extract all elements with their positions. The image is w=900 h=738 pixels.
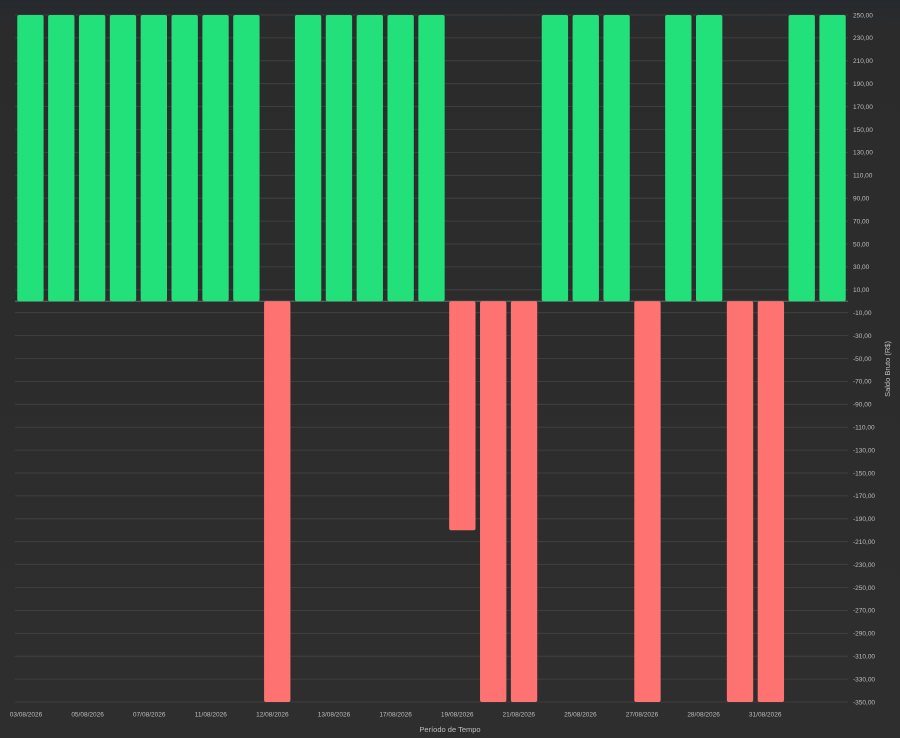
y-tick-label: -130,00 — [853, 447, 875, 454]
bar[interactable] — [634, 301, 661, 702]
bar[interactable] — [510, 301, 538, 702]
y-tick-label: -70,00 — [853, 379, 872, 386]
y-tick-label: 110,00 — [853, 173, 873, 180]
y-tick-label: -170,00 — [853, 493, 875, 500]
y-axis-title: Saldo Bruto (R$) — [883, 341, 892, 397]
x-tick-label: 25/08/2026 — [564, 712, 597, 719]
y-tick-label: -10,00 — [853, 310, 872, 317]
bar[interactable] — [665, 15, 692, 302]
y-tick-label: 70,00 — [853, 218, 870, 225]
y-tick-label: -190,00 — [853, 516, 875, 523]
bar[interactable] — [541, 15, 569, 302]
y-tick-label: -310,00 — [853, 654, 875, 661]
bar[interactable] — [726, 301, 754, 702]
y-tick-label: -50,00 — [853, 356, 872, 363]
x-tick-label: 28/08/2026 — [687, 712, 720, 719]
x-axis-title: Período de Tempo — [419, 725, 480, 734]
y-tick-label: -230,00 — [853, 562, 875, 569]
x-axis-ticks: 03/08/2026 05/08/2026 07/08/2026 11/08/2026… — [10, 712, 782, 719]
x-tick-label: 21/08/2026 — [503, 712, 536, 719]
bar[interactable] — [48, 15, 75, 302]
bar[interactable] — [356, 15, 383, 302]
x-tick-label: 31/08/2026 — [749, 712, 782, 719]
x-tick-label: 19/08/2026 — [441, 712, 474, 719]
x-tick-label: 11/08/2026 — [195, 712, 227, 719]
y-tick-label: -350,00 — [853, 699, 875, 706]
bar[interactable] — [695, 15, 723, 302]
y-tick-label: -150,00 — [853, 470, 875, 477]
bar[interactable] — [480, 301, 507, 702]
x-tick-label: 12/08/2026 — [256, 712, 289, 719]
y-tick-label: 30,00 — [853, 264, 870, 271]
bar[interactable] — [264, 301, 291, 702]
bar[interactable] — [109, 15, 137, 302]
y-tick-label: 250,00 — [853, 12, 873, 19]
y-tick-label: 170,00 — [853, 104, 873, 111]
bar[interactable] — [78, 15, 106, 302]
y-tick-label: -90,00 — [853, 402, 872, 409]
bar[interactable] — [757, 301, 785, 702]
bar[interactable] — [449, 301, 476, 531]
x-tick-label: 13/08/2026 — [318, 712, 351, 719]
y-tick-label: 150,00 — [853, 127, 873, 134]
y-tick-label: 50,00 — [853, 241, 870, 248]
x-tick-label: 03/08/2026 — [10, 712, 43, 719]
bar[interactable] — [387, 15, 414, 302]
bars — [17, 15, 846, 702]
bar[interactable] — [171, 15, 198, 302]
y-tick-label: -110,00 — [853, 425, 875, 432]
y-tick-label: -250,00 — [853, 585, 875, 592]
bar[interactable] — [140, 15, 168, 302]
bar[interactable] — [325, 15, 353, 302]
bar[interactable] — [603, 15, 630, 302]
bar[interactable] — [202, 15, 229, 302]
x-tick-label: 07/08/2026 — [133, 712, 166, 719]
x-tick-label: 05/08/2026 — [71, 712, 104, 719]
bar[interactable] — [294, 15, 322, 302]
bar[interactable] — [418, 15, 445, 302]
y-tick-label: -290,00 — [853, 631, 875, 638]
bar[interactable] — [788, 15, 815, 302]
bar[interactable] — [233, 15, 260, 302]
y-tick-label: 190,00 — [853, 81, 873, 88]
bar[interactable] — [819, 15, 846, 302]
y-tick-label: -210,00 — [853, 539, 875, 546]
y-tick-label: -30,00 — [853, 333, 872, 340]
y-tick-label: 10,00 — [853, 287, 870, 294]
y-tick-label: 130,00 — [853, 150, 873, 157]
x-tick-label: 27/08/2026 — [626, 712, 659, 719]
y-tick-label: 210,00 — [853, 58, 873, 65]
y-tick-label: 230,00 — [853, 35, 873, 42]
y-tick-label: -270,00 — [853, 608, 875, 615]
x-tick-label: 17/08/2026 — [379, 712, 412, 719]
y-tick-label: 90,00 — [853, 196, 870, 203]
bar[interactable] — [572, 15, 599, 302]
y-axis-ticks: 250,00 230,00 210,00 190,00 170,00 150,00 130,… — [853, 12, 875, 706]
bar[interactable] — [17, 15, 44, 302]
y-tick-label: -330,00 — [853, 676, 875, 683]
